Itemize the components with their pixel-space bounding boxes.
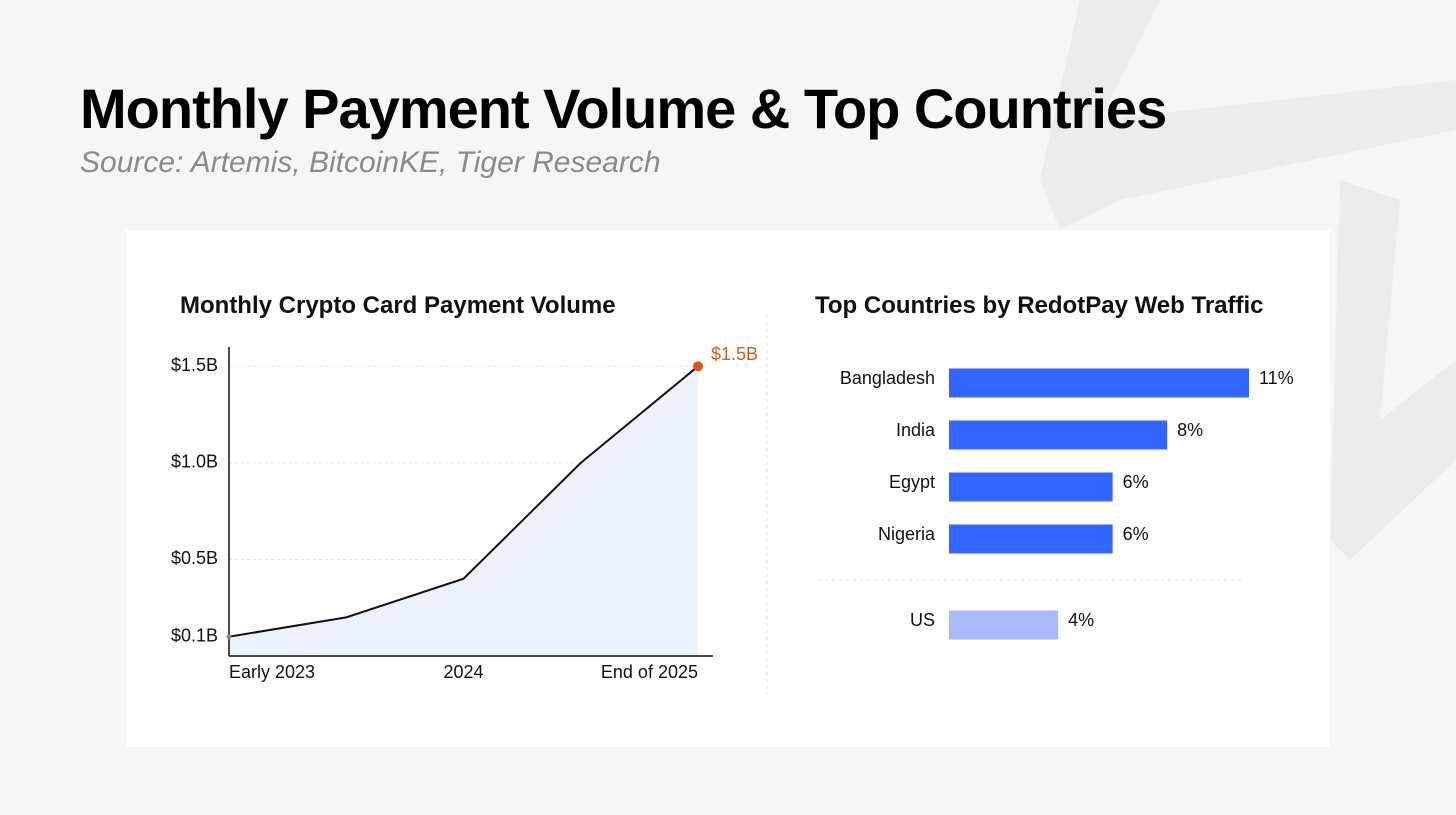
card (126, 230, 1330, 747)
value-label: $1.5B (711, 344, 758, 364)
y-tick-label: $0.1B (171, 625, 218, 645)
y-tick-label: $1.0B (171, 452, 218, 472)
value-label: 6% (1123, 472, 1149, 492)
x-tick-label: End of 2025 (601, 662, 698, 682)
value-label: 8% (1177, 420, 1203, 440)
decoration (1040, 0, 1456, 560)
category-label: US (910, 610, 935, 630)
y-tick-label: $0.5B (171, 548, 218, 568)
value-label: 4% (1068, 610, 1094, 630)
highlight-point (693, 361, 703, 372)
bar (949, 524, 1113, 554)
bar (949, 368, 1249, 398)
category-label: India (896, 420, 936, 440)
page-subtitle: Source: Artemis, BitcoinKE, Tiger Resear… (80, 146, 661, 179)
area (229, 366, 698, 656)
value-label: 11% (1259, 368, 1294, 388)
value-label: 6% (1123, 524, 1149, 544)
x-tick-label: Early 2023 (229, 662, 315, 682)
bar (949, 472, 1113, 502)
chart-title: Top Countries by RedotPay Web Traffic (815, 292, 1264, 319)
line (228, 365, 699, 638)
category-label: Egypt (889, 472, 935, 492)
page-title: Monthly Payment Volume & Top Countries (80, 77, 1166, 140)
category-label: Nigeria (878, 524, 936, 544)
x-tick-label: 2024 (443, 662, 483, 682)
chart-title: Monthly Crypto Card Payment Volume (180, 292, 616, 319)
bar (949, 420, 1168, 450)
category-label: Bangladesh (840, 368, 935, 388)
start-point (226, 634, 232, 640)
bar (949, 610, 1059, 640)
y-tick-label: $1.5B (171, 355, 218, 375)
